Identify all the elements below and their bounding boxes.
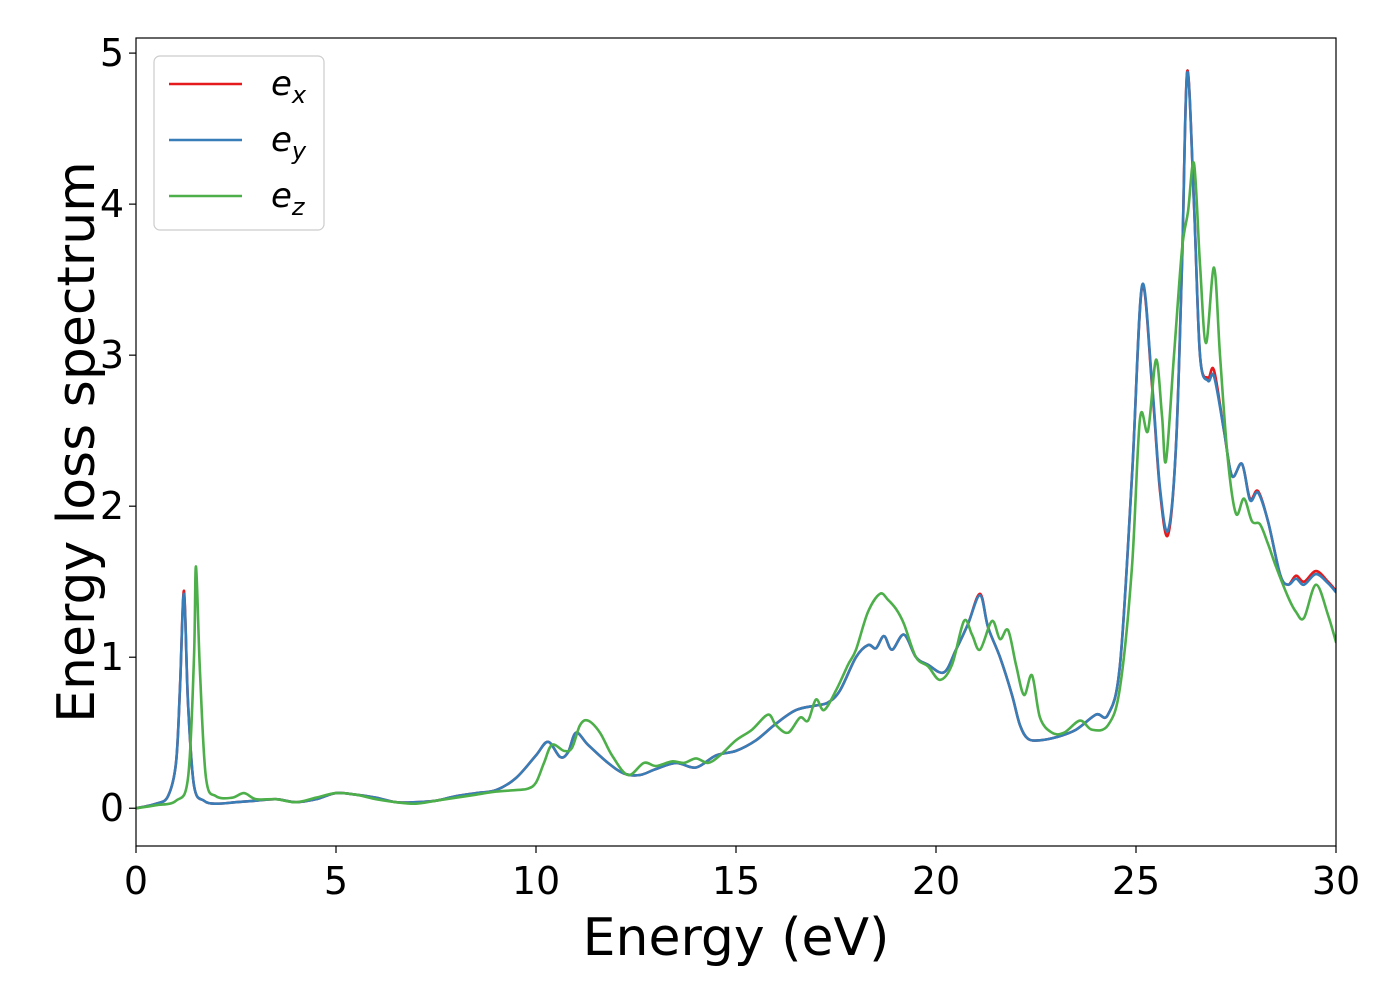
x-tick-label: 20	[912, 859, 960, 903]
x-tick-label: 15	[712, 859, 760, 903]
y-tick-label: 3	[100, 333, 124, 377]
y-tick-label: 1	[100, 635, 124, 679]
series-layer	[136, 69, 1336, 810]
x-axis-label: Energy (eV)	[583, 908, 890, 968]
x-tick-label: 0	[124, 859, 148, 903]
x-tick-label: 5	[324, 859, 348, 903]
y-tick-label: 4	[100, 182, 124, 226]
y-tick-label: 2	[100, 484, 124, 528]
y-tick-label: 5	[100, 31, 124, 75]
axes-layer: 0 5 10 15 20 25 30 0 1 2 3 4 5	[100, 31, 1360, 903]
x-tick-label: 30	[1312, 859, 1360, 903]
series-line-z	[136, 160, 1336, 810]
legend-entry-x: ex	[271, 64, 307, 109]
x-tick-label: 25	[1112, 859, 1160, 903]
x-tick-label: 10	[512, 859, 560, 903]
y-tick-label: 0	[100, 786, 124, 830]
legend-entry-z: ez	[271, 176, 306, 221]
legend-box	[153, 55, 325, 231]
legend-entry-y: ey	[271, 120, 307, 165]
legend: ex ey ez	[153, 55, 325, 231]
y-axis-label: Energy loss spectrum	[47, 161, 107, 723]
